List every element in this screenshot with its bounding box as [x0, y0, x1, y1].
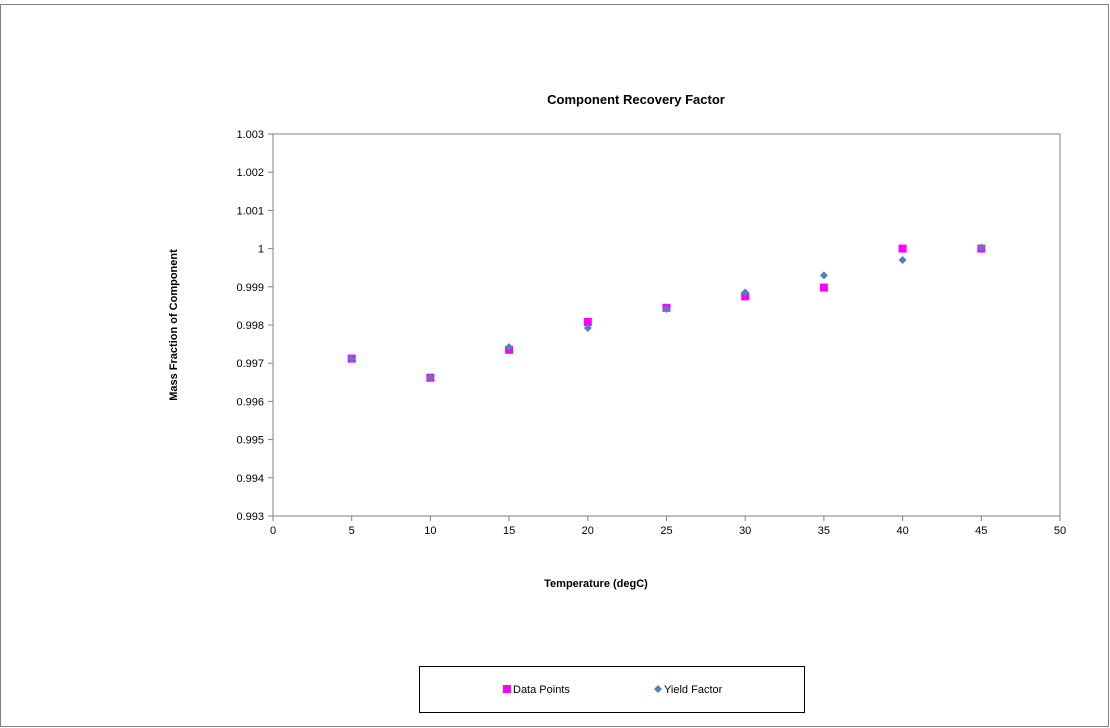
- y-tick-label: 0.995: [236, 435, 264, 447]
- x-axis-title: Temperature (degC): [544, 578, 648, 590]
- data-point: [819, 271, 828, 280]
- x-tick-label: 20: [582, 525, 594, 537]
- data-point: [662, 304, 671, 313]
- data-point: [898, 244, 907, 253]
- x-tick-label: 50: [1054, 525, 1066, 537]
- x-tick-label: 30: [739, 525, 751, 537]
- y-axis-title: Mass Fraction of Component: [168, 249, 180, 401]
- x-tick-label: 15: [503, 525, 515, 537]
- y-tick-label: 0.997: [236, 358, 264, 370]
- y-tick-label: 0.998: [236, 320, 264, 332]
- y-tick-label: 1: [258, 244, 264, 256]
- x-tick-label: 35: [818, 525, 830, 537]
- legend-marker: [654, 685, 662, 693]
- legend-item: Yield Factor: [654, 684, 723, 696]
- series-layer: [347, 243, 986, 382]
- x-tick-label: 10: [424, 525, 436, 537]
- legend-label: Yield Factor: [664, 684, 723, 696]
- data-point: [583, 324, 592, 333]
- y-tick-label: 0.996: [236, 396, 264, 408]
- series-yield-factor: [347, 243, 986, 382]
- y-axis: 0.993 0.994 0.995 0.996 0.997 0.998 0.999 1 1.00…: [236, 129, 273, 523]
- data-point: [426, 373, 435, 382]
- y-tick-label: 0.993: [236, 511, 264, 523]
- data-point: [741, 288, 750, 297]
- x-tick-label: 0: [270, 525, 276, 537]
- y-tick-label: 1.003: [236, 129, 264, 141]
- data-point: [977, 243, 986, 252]
- data-point: [505, 343, 514, 352]
- y-tick-label: 1.002: [236, 167, 264, 179]
- x-tick-label: 45: [975, 525, 987, 537]
- data-point: [347, 354, 356, 363]
- legend-item: Data Points: [503, 684, 570, 696]
- legend-label: Data Points: [513, 684, 570, 696]
- x-tick-label: 25: [660, 525, 672, 537]
- plot-area: [272, 133, 1061, 517]
- legend: Data Points Yield Factor: [419, 666, 805, 713]
- legend-box: [419, 666, 805, 713]
- data-point: [898, 256, 907, 265]
- data-point: [819, 283, 828, 292]
- legend-marker: [503, 685, 511, 693]
- x-tick-label: 40: [896, 525, 908, 537]
- data-point: [583, 317, 592, 326]
- y-tick-label: 0.999: [236, 282, 264, 294]
- y-tick-label: 0.994: [236, 473, 264, 485]
- x-axis: 0 5 10 15 20 25 30 35 40 45 50: [270, 516, 1066, 537]
- x-tick-label: 5: [349, 525, 355, 537]
- y-tick-label: 1.001: [236, 205, 264, 217]
- chart-title: Component Recovery Factor: [547, 92, 725, 107]
